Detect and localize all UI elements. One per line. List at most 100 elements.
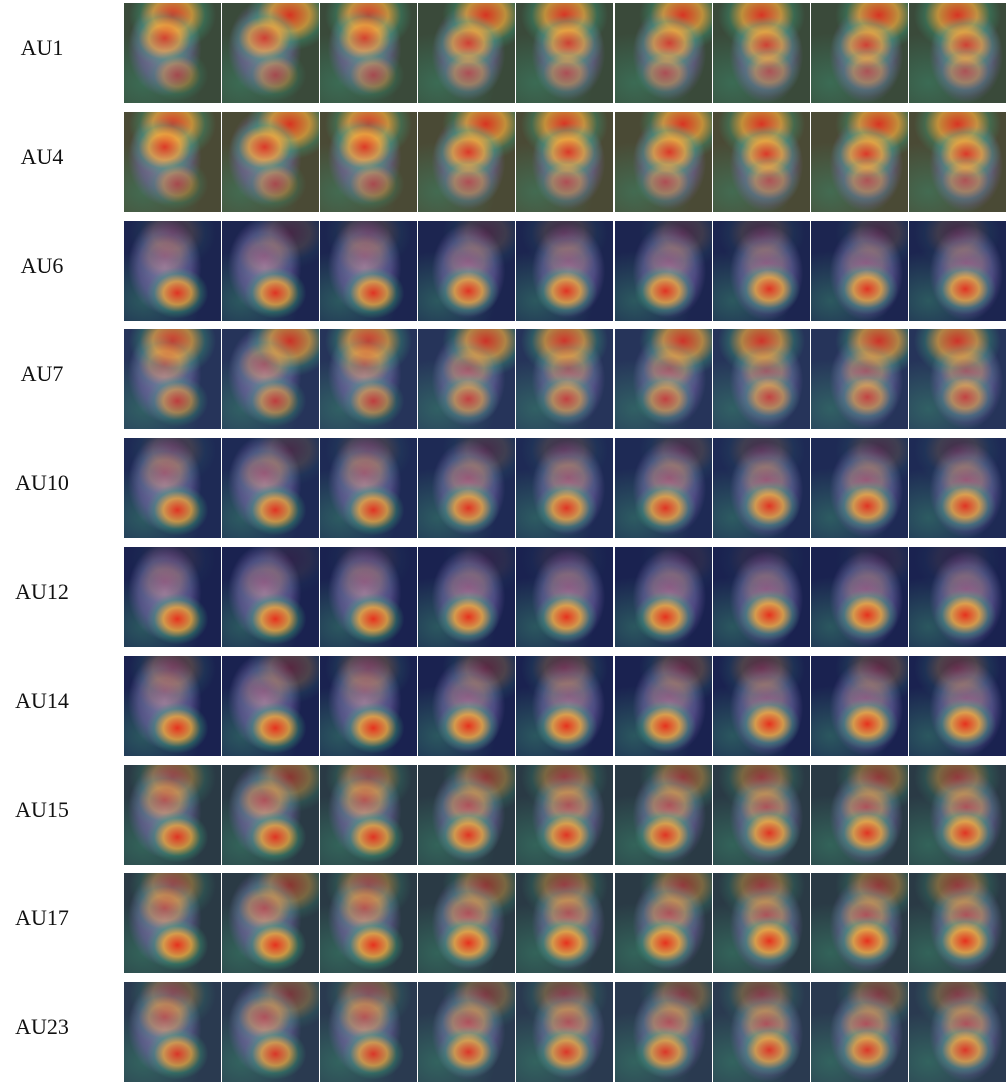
heatmap-image — [124, 438, 221, 538]
heatmap-image — [222, 656, 319, 756]
heatmap-image — [222, 329, 319, 429]
row-label: AU12 — [0, 579, 84, 605]
heatmap-image — [811, 873, 908, 973]
heatmap-image — [222, 3, 319, 103]
heatmap-image — [909, 656, 1006, 756]
heatmap-image — [320, 329, 417, 429]
heatmap-image — [516, 438, 613, 538]
heatmap-image — [811, 656, 908, 756]
row-label: AU1 — [0, 35, 84, 61]
row-label: AU15 — [0, 797, 84, 823]
heatmap-image — [516, 982, 613, 1082]
heatmap-image — [615, 438, 712, 538]
row-label: AU14 — [0, 688, 84, 714]
heatmap-image — [811, 438, 908, 538]
heatmap-image — [909, 112, 1006, 212]
heatmap-image — [713, 221, 810, 321]
heatmap-image — [811, 221, 908, 321]
heatmap-image — [222, 112, 319, 212]
row-label: AU10 — [0, 470, 84, 496]
heatmap-image — [418, 329, 515, 429]
heatmap-image — [811, 112, 908, 212]
heatmap-image — [320, 765, 417, 865]
heatmap-image — [713, 656, 810, 756]
row-label: AU7 — [0, 361, 84, 387]
heatmap-image — [909, 438, 1006, 538]
heatmap-image — [615, 221, 712, 321]
row-label: AU4 — [0, 144, 84, 170]
heatmap-image — [713, 3, 810, 103]
heatmap-image — [811, 765, 908, 865]
heatmap-image — [320, 547, 417, 647]
heatmap-image — [615, 656, 712, 756]
heatmap-image — [320, 438, 417, 538]
heatmap-image — [615, 3, 712, 103]
heatmap-image — [124, 765, 221, 865]
row-label: AU23 — [0, 1014, 84, 1040]
heatmap-image — [909, 765, 1006, 865]
heatmap-image — [516, 112, 613, 212]
heatmap-image — [124, 221, 221, 321]
heatmap-image — [615, 765, 712, 865]
heatmap-image — [516, 547, 613, 647]
heatmap-image — [516, 3, 613, 103]
heatmap-image — [516, 873, 613, 973]
heatmap-image — [222, 765, 319, 865]
heatmap-image — [713, 438, 810, 538]
heatmap-image — [418, 873, 515, 973]
heatmap-image — [418, 982, 515, 1082]
heatmap-image — [320, 656, 417, 756]
heatmap-image — [222, 982, 319, 1082]
heatmap-image — [713, 329, 810, 429]
heatmap-image — [713, 873, 810, 973]
heatmap-image — [320, 3, 417, 103]
heatmap-image — [713, 112, 810, 212]
heatmap-image — [516, 656, 613, 756]
heatmap-image — [124, 873, 221, 973]
heatmap-image — [811, 329, 908, 429]
heatmap-image — [222, 547, 319, 647]
heatmap-image — [222, 873, 319, 973]
heatmap-image — [418, 221, 515, 321]
heatmap-image — [418, 656, 515, 756]
heatmap-image — [320, 982, 417, 1082]
heatmap-image — [909, 329, 1006, 429]
heatmap-image — [418, 765, 515, 865]
heatmap-image — [516, 329, 613, 429]
heatmap-image — [124, 656, 221, 756]
heatmap-image — [124, 547, 221, 647]
heatmap-image — [909, 982, 1006, 1082]
heatmap-image — [811, 547, 908, 647]
heatmap-image — [909, 221, 1006, 321]
figure: AU1AU4AU6AU7AU10AU12AU14AU15AU17AU23 (()… — [0, 0, 1006, 1078]
heatmap-image — [222, 221, 319, 321]
heatmap-image — [713, 547, 810, 647]
heatmap-image — [222, 438, 319, 538]
heatmap-image — [124, 982, 221, 1082]
heatmap-image — [320, 112, 417, 212]
heatmap-image — [320, 873, 417, 973]
heatmap-image — [615, 982, 712, 1082]
heatmap-image — [615, 112, 712, 212]
heatmap-image — [615, 329, 712, 429]
heatmap-image — [909, 873, 1006, 973]
heatmap-image — [320, 221, 417, 321]
heatmap-image — [615, 547, 712, 647]
heatmap-image — [909, 3, 1006, 103]
heatmap-image — [418, 3, 515, 103]
heatmap-image — [811, 982, 908, 1082]
heatmap-image — [811, 3, 908, 103]
row-label: AU6 — [0, 253, 84, 279]
row-label: AU17 — [0, 905, 84, 931]
heatmap-image — [124, 112, 221, 212]
heatmap-image — [124, 3, 221, 103]
heatmap-image — [615, 873, 712, 973]
heatmap-image — [713, 982, 810, 1082]
heatmap-image — [516, 221, 613, 321]
heatmap-image — [909, 547, 1006, 647]
heatmap-image — [124, 329, 221, 429]
heatmap-image — [418, 547, 515, 647]
heatmap-image — [418, 112, 515, 212]
heatmap-image — [713, 765, 810, 865]
heatmap-image — [418, 438, 515, 538]
